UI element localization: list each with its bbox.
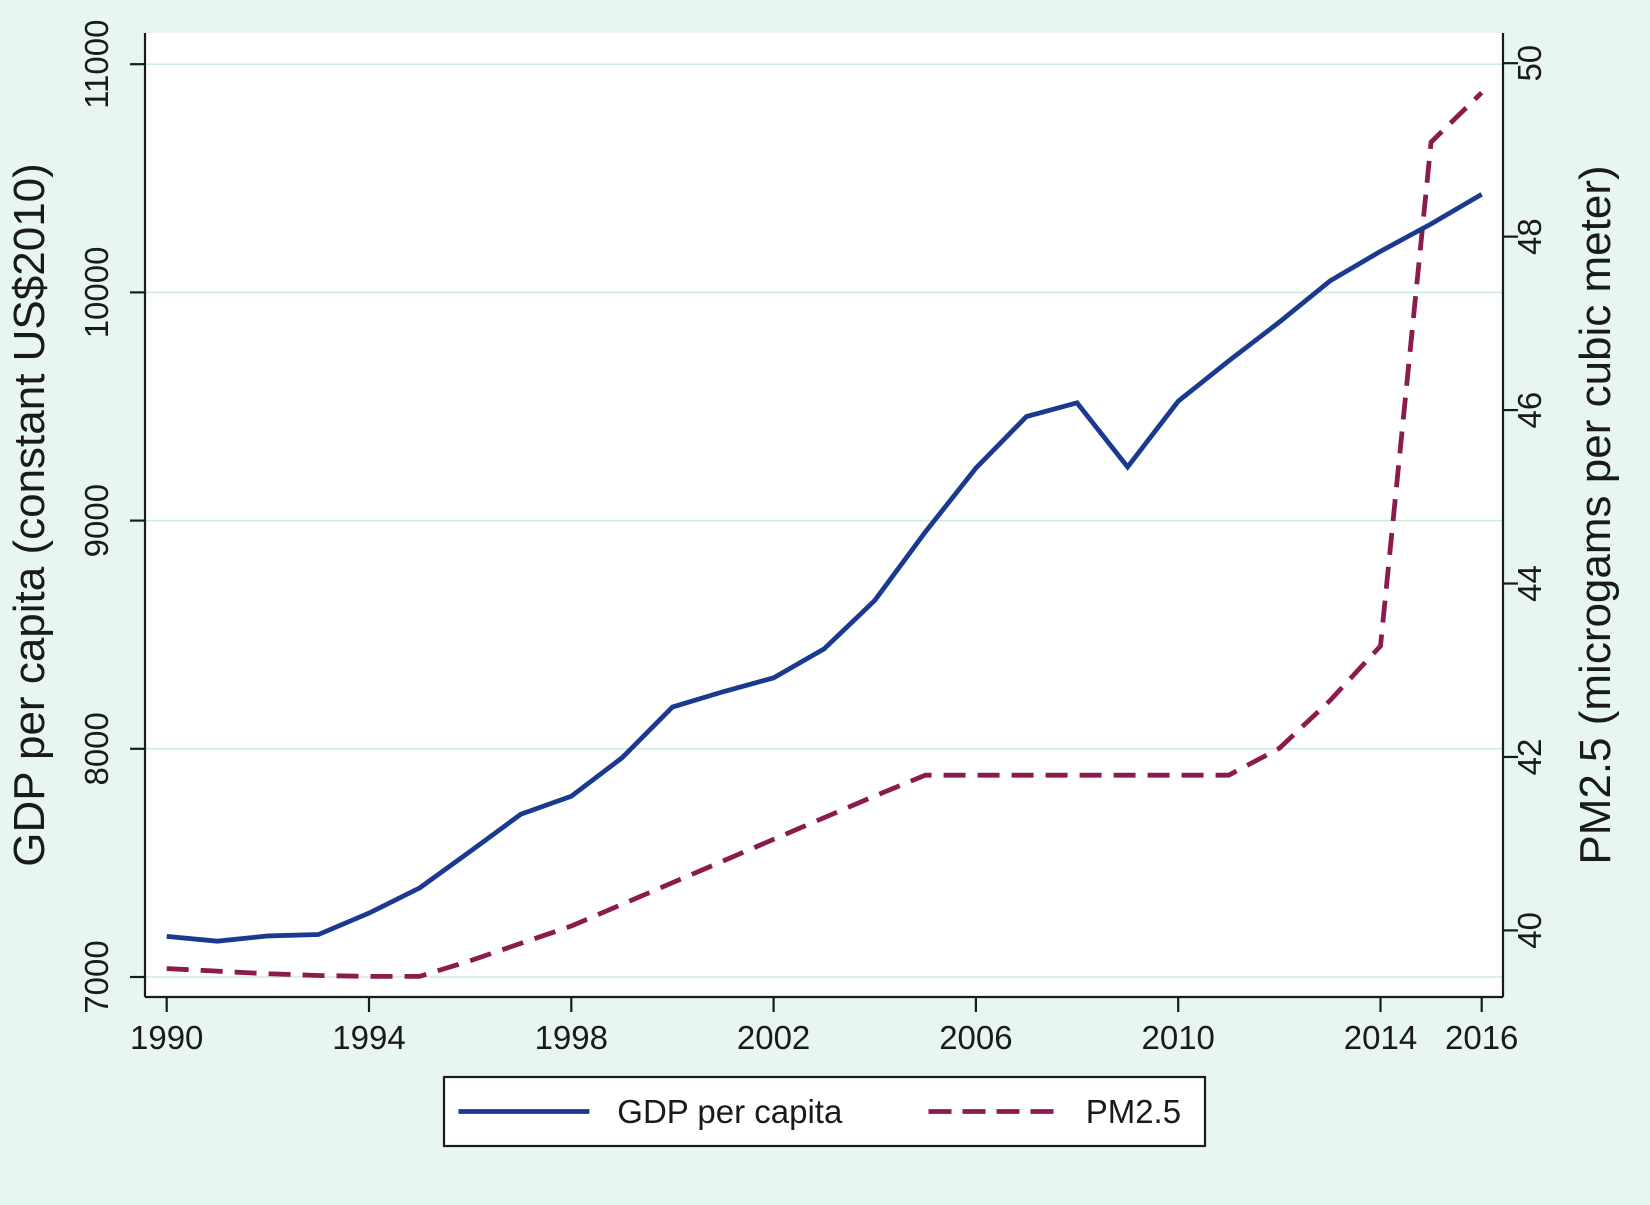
svg-text:48: 48 xyxy=(1511,218,1548,255)
svg-text:40: 40 xyxy=(1511,912,1548,949)
svg-text:9000: 9000 xyxy=(78,484,115,557)
svg-text:42: 42 xyxy=(1511,739,1548,776)
svg-text:50: 50 xyxy=(1511,45,1548,82)
svg-text:1998: 1998 xyxy=(535,1019,608,1056)
svg-text:1994: 1994 xyxy=(332,1019,405,1056)
svg-text:GDP per capita (constant US$20: GDP per capita (constant US$2010) xyxy=(5,163,54,867)
svg-text:44: 44 xyxy=(1511,565,1548,602)
svg-text:46: 46 xyxy=(1511,392,1548,429)
svg-text:GDP per capita: GDP per capita xyxy=(617,1093,843,1130)
svg-text:2002: 2002 xyxy=(737,1019,810,1056)
svg-text:2014: 2014 xyxy=(1344,1019,1417,1056)
svg-text:2010: 2010 xyxy=(1141,1019,1214,1056)
svg-text:PM2.5: PM2.5 xyxy=(1086,1093,1181,1130)
svg-text:PM2.5 (microgams per cubic met: PM2.5 (microgams per cubic meter) xyxy=(1571,165,1620,864)
svg-text:11000: 11000 xyxy=(78,20,115,109)
svg-text:7000: 7000 xyxy=(78,940,115,1013)
svg-text:2006: 2006 xyxy=(939,1019,1012,1056)
svg-text:2016: 2016 xyxy=(1445,1019,1518,1056)
svg-text:8000: 8000 xyxy=(78,712,115,785)
svg-text:10000: 10000 xyxy=(78,247,115,339)
svg-text:1990: 1990 xyxy=(130,1019,203,1056)
